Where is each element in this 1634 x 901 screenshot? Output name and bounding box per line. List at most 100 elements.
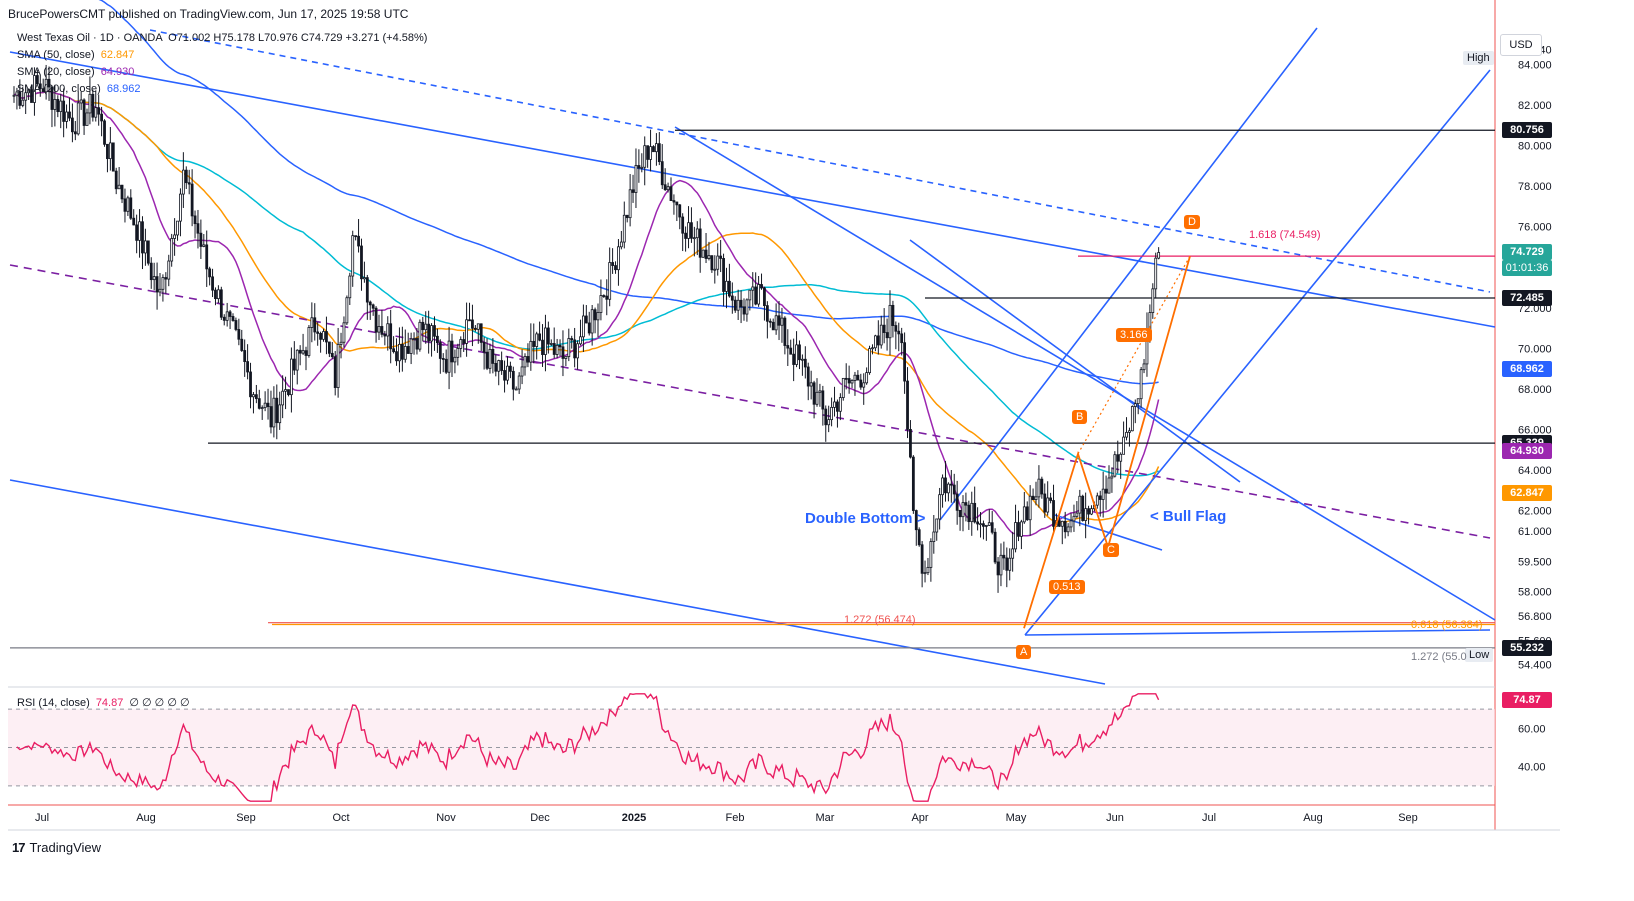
candle-body	[497, 360, 501, 372]
candle-body	[836, 401, 839, 412]
price-tag: 72.485	[1502, 289, 1552, 306]
candle-body	[129, 197, 133, 219]
candle-body	[879, 324, 883, 346]
currency-button[interactable]: USD	[1500, 34, 1542, 56]
candle-body	[85, 112, 89, 126]
candle-body	[252, 394, 255, 398]
candle-body	[181, 169, 185, 195]
candle-body	[801, 358, 804, 361]
candle-body	[660, 161, 664, 186]
candle-body	[97, 107, 101, 115]
candle-body	[1116, 454, 1120, 462]
candle-body	[917, 529, 921, 546]
candle-body	[1034, 496, 1038, 501]
candle-body	[622, 214, 626, 243]
candle-body	[117, 184, 121, 190]
candle-body	[357, 235, 360, 247]
candle-body	[806, 366, 810, 387]
candle-body	[874, 335, 877, 349]
candle-body	[973, 502, 977, 523]
time-tick-label: Oct	[332, 812, 349, 824]
candle-body	[719, 255, 723, 259]
candle-body	[932, 531, 936, 542]
time-tick-label: Sep	[1398, 812, 1418, 824]
candle-body	[655, 143, 658, 153]
candle-body	[1139, 369, 1143, 400]
price-tag: 55.232	[1502, 639, 1552, 656]
candle-body	[459, 339, 463, 349]
price-tick-label: 66.000	[1518, 425, 1552, 437]
bull-flag-label: < Bull Flag	[1150, 508, 1227, 525]
candle-body	[1043, 493, 1047, 513]
rsi-extra: ∅ ∅ ∅ ∅ ∅	[129, 697, 190, 709]
candle-body	[494, 363, 498, 372]
candle-body	[1014, 522, 1017, 550]
candle-body	[141, 221, 144, 254]
candle-body	[535, 333, 539, 347]
candle-body	[342, 322, 346, 343]
candle-body	[579, 336, 582, 345]
candle-body	[237, 329, 241, 340]
candle-body	[424, 323, 428, 331]
candle-body	[1049, 497, 1052, 501]
candle-body	[289, 358, 293, 396]
candle-body	[322, 331, 325, 340]
time-tick-label: May	[1006, 812, 1027, 824]
candle-body	[996, 561, 1000, 576]
candle-body	[815, 391, 819, 405]
candle-body	[573, 339, 577, 359]
time-tick-label: Mar	[816, 812, 835, 824]
candle-body	[433, 325, 436, 337]
channel-line-3	[1024, 629, 1491, 636]
candle-body	[748, 289, 752, 301]
candle-body	[377, 326, 381, 333]
legend-symbol: West Texas Oil · 1D · OANDA O71.002 H75.…	[17, 32, 427, 44]
candle-body	[365, 277, 369, 303]
candle-body	[126, 197, 130, 212]
candle-body	[681, 216, 685, 234]
candle-body	[1046, 497, 1050, 513]
rsi-tick-label: 40.00	[1518, 762, 1546, 774]
candle-body	[246, 361, 250, 373]
candle-body	[330, 352, 334, 358]
candle-body	[690, 222, 693, 239]
candle-body	[228, 311, 232, 317]
sma100-line	[13, 90, 1159, 477]
candle-body	[488, 348, 492, 369]
candle-body	[567, 338, 571, 357]
candle-body	[360, 245, 363, 280]
candle-body	[955, 493, 959, 511]
candle-body	[275, 397, 279, 424]
candle-body	[614, 265, 617, 271]
candle-body	[1125, 431, 1128, 438]
price-tick-label: 78.000	[1518, 181, 1552, 193]
candle-body	[754, 286, 758, 305]
candle-body	[1028, 495, 1032, 521]
candle-body	[558, 344, 562, 348]
candle-body	[278, 404, 282, 424]
trend-line-upper-main	[9, 51, 1496, 328]
rsi-band	[8, 709, 1495, 786]
candle-body	[155, 276, 159, 293]
candle-body	[1136, 398, 1140, 405]
candle-body	[771, 321, 775, 331]
candle-body	[15, 91, 19, 96]
candle-body	[53, 99, 57, 110]
candle-body	[707, 255, 711, 259]
tradingview-logo[interactable]: 17 TradingView	[12, 840, 101, 855]
time-tick-label: Jul	[1202, 812, 1216, 824]
candle-body	[678, 204, 682, 218]
candle-body	[336, 344, 340, 388]
price-tag: 64.930	[1502, 443, 1552, 460]
candle-body	[1090, 508, 1093, 515]
candle-body	[552, 343, 556, 355]
candle-body	[313, 317, 317, 333]
candle-body	[871, 347, 874, 350]
candle-body	[216, 289, 220, 300]
candle-body	[292, 358, 296, 371]
candle-body	[903, 342, 906, 382]
candle-body	[243, 350, 247, 362]
time-tick-label: Aug	[1303, 812, 1323, 824]
candle-body	[947, 483, 950, 494]
